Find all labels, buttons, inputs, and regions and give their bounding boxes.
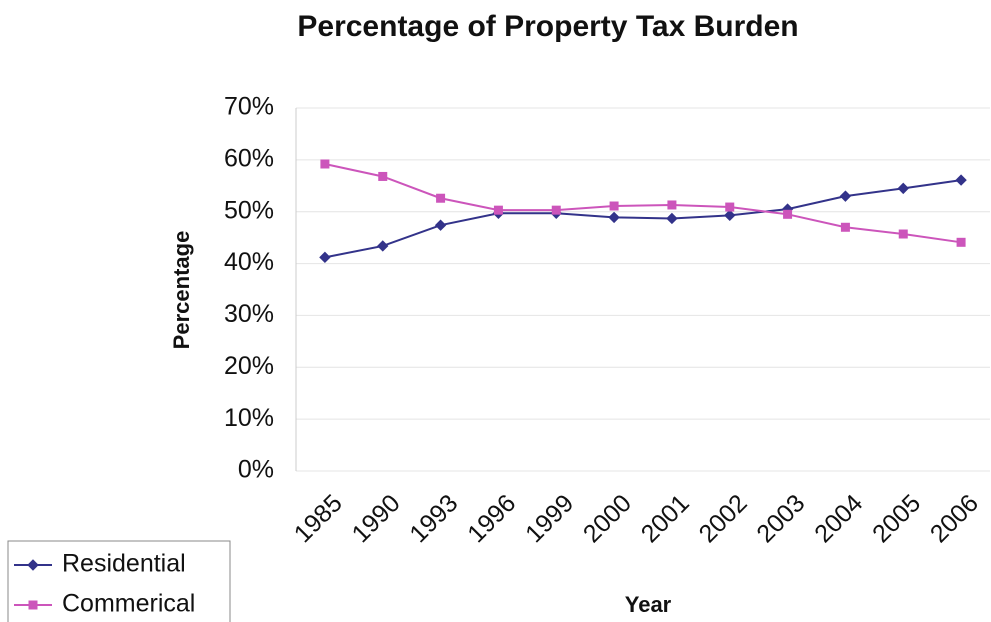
data-point xyxy=(320,159,330,169)
data-point xyxy=(840,222,850,232)
x-tick-label: 1990 xyxy=(347,489,406,548)
chart-title: Percentage of Property Tax Burden xyxy=(297,10,798,43)
y-tick-label: 70% xyxy=(224,93,274,121)
data-point xyxy=(378,171,388,181)
data-point xyxy=(955,174,967,186)
y-tick-label: 60% xyxy=(224,144,274,172)
data-point xyxy=(493,205,503,215)
data-point xyxy=(666,212,678,225)
x-tick-label: 1993 xyxy=(404,489,463,548)
x-tick-label: 1996 xyxy=(462,489,521,548)
data-point xyxy=(839,190,852,202)
data-point xyxy=(898,229,908,239)
data-point xyxy=(319,251,331,264)
y-tick-label: 20% xyxy=(224,352,274,380)
data-point xyxy=(377,240,389,252)
legend-label: Commerical xyxy=(62,590,195,618)
y-tick-label: 50% xyxy=(224,196,274,224)
x-tick-label: 2005 xyxy=(867,489,926,548)
legend-marker xyxy=(28,600,38,610)
x-tick-label: 2002 xyxy=(694,489,753,548)
data-point xyxy=(436,193,446,203)
legend-label: Residential xyxy=(62,550,186,578)
data-point xyxy=(609,201,619,211)
y-tick-label: 40% xyxy=(224,248,274,276)
x-axis-label: Year xyxy=(625,592,672,617)
series-line xyxy=(324,179,962,259)
x-tick-label: 2000 xyxy=(578,489,637,548)
data-point xyxy=(897,182,909,195)
series-line xyxy=(324,163,962,244)
data-point xyxy=(434,219,447,231)
data-point xyxy=(783,209,793,219)
data-point xyxy=(956,237,966,247)
data-point xyxy=(725,202,735,212)
x-tick-label: 1999 xyxy=(520,489,579,548)
data-point xyxy=(724,209,736,222)
x-tick-label: 2001 xyxy=(636,489,695,548)
data-point xyxy=(551,205,561,215)
x-tick-label: 2004 xyxy=(809,489,868,548)
x-tick-label: 2006 xyxy=(925,489,984,548)
y-axis-label: Percentage xyxy=(169,231,194,350)
x-tick-label: 2003 xyxy=(751,489,810,548)
legend-marker xyxy=(27,559,39,571)
data-point xyxy=(667,200,677,210)
legend-box xyxy=(7,540,231,622)
y-tick-label: 0% xyxy=(238,456,274,484)
data-point xyxy=(608,211,620,224)
y-tick-label: 10% xyxy=(224,404,274,432)
y-tick-label: 30% xyxy=(224,300,274,328)
x-tick-label: 1985 xyxy=(289,489,348,548)
